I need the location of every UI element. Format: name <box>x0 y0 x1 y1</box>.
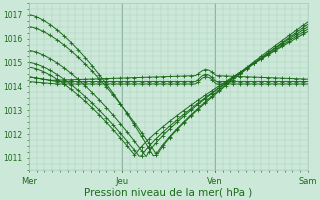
X-axis label: Pression niveau de la mer( hPa ): Pression niveau de la mer( hPa ) <box>84 187 252 197</box>
